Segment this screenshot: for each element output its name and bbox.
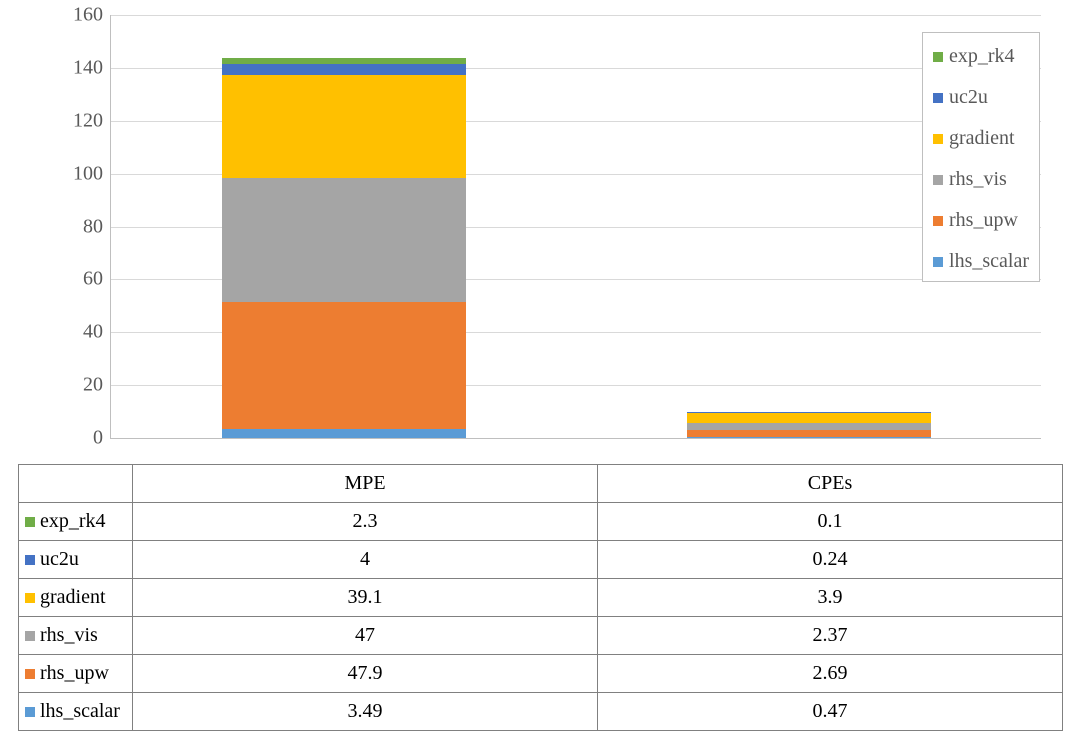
table-cell: 0.47	[598, 693, 1063, 731]
table-row: gradient 39.13.9	[19, 579, 1063, 617]
table-cell: 0.1	[598, 503, 1063, 541]
gridline	[111, 15, 1041, 16]
chart-container: 020406080100120140160 exp_rk4uc2ugradien…	[0, 0, 1080, 642]
row-header-label: gradient	[40, 586, 106, 609]
table-row: rhs_upw 47.92.69	[19, 655, 1063, 693]
row-header-exp_rk4: exp_rk4	[19, 503, 133, 541]
table-cell: 0.24	[598, 541, 1063, 579]
table-row: exp_rk4 2.30.1	[19, 503, 1063, 541]
table-cell: 47.9	[133, 655, 598, 693]
legend-swatch-icon	[933, 216, 943, 226]
legend-swatch-icon	[933, 175, 943, 185]
row-swatch-icon	[25, 593, 35, 603]
row-header-lhs_scalar: lhs_scalar	[19, 693, 133, 731]
table-row: lhs_scalar 3.490.47	[19, 693, 1063, 731]
y-tick-label: 80	[83, 215, 111, 238]
bar-MPE	[222, 58, 466, 438]
y-tick-label: 0	[93, 427, 111, 450]
bar-segment-lhs_scalar	[687, 437, 931, 438]
row-swatch-icon	[25, 517, 35, 527]
legend-label: uc2u	[949, 86, 988, 109]
y-tick-label: 100	[73, 162, 111, 185]
y-tick-label: 40	[83, 321, 111, 344]
table-header-row: MPECPEs	[19, 465, 1063, 503]
row-header-label: exp_rk4	[40, 510, 106, 533]
table-cell: 2.3	[133, 503, 598, 541]
table-cell: 4	[133, 541, 598, 579]
legend-label: rhs_vis	[949, 168, 1007, 191]
table-cell: 39.1	[133, 579, 598, 617]
bar-segment-rhs_upw	[222, 302, 466, 429]
bar-segment-gradient	[222, 75, 466, 178]
legend-label: lhs_scalar	[949, 250, 1029, 273]
y-tick-label: 140	[73, 56, 111, 79]
legend-item-uc2u: uc2u	[933, 86, 1029, 109]
y-tick-label: 160	[73, 4, 111, 27]
legend-swatch-icon	[933, 52, 943, 62]
legend-swatch-icon	[933, 93, 943, 103]
bar-segment-lhs_scalar	[222, 429, 466, 438]
bar-segment-gradient	[687, 413, 931, 423]
legend-item-rhs_vis: rhs_vis	[933, 168, 1029, 191]
row-swatch-icon	[25, 707, 35, 717]
row-header-gradient: gradient	[19, 579, 133, 617]
legend-label: gradient	[949, 127, 1015, 150]
legend-item-lhs_scalar: lhs_scalar	[933, 250, 1029, 273]
y-tick-label: 20	[83, 374, 111, 397]
table-cell: 3.9	[598, 579, 1063, 617]
table-cell: 47	[133, 617, 598, 655]
table-header-cell: CPEs	[598, 465, 1063, 503]
legend: exp_rk4 uc2u gradient rhs_vis rhs_upw lhs_sca…	[922, 32, 1040, 282]
table-cell: 2.69	[598, 655, 1063, 693]
legend-item-gradient: gradient	[933, 127, 1029, 150]
table-corner-cell	[19, 465, 133, 503]
table-header-cell: MPE	[133, 465, 598, 503]
row-header-uc2u: uc2u	[19, 541, 133, 579]
row-swatch-icon	[25, 555, 35, 565]
legend-swatch-icon	[933, 134, 943, 144]
row-header-rhs_upw: rhs_upw	[19, 655, 133, 693]
y-tick-label: 120	[73, 109, 111, 132]
row-header-label: uc2u	[40, 548, 79, 571]
table-row: rhs_vis 472.37	[19, 617, 1063, 655]
row-swatch-icon	[25, 631, 35, 641]
legend-label: rhs_upw	[949, 209, 1018, 232]
plot-area: 020406080100120140160	[110, 15, 1041, 439]
data-table: MPECPEs exp_rk4 2.30.1 uc2u 40.24 gradient 39.…	[18, 464, 1063, 731]
row-header-rhs_vis: rhs_vis	[19, 617, 133, 655]
table-cell: 3.49	[133, 693, 598, 731]
y-tick-label: 60	[83, 268, 111, 291]
table-row: uc2u 40.24	[19, 541, 1063, 579]
legend-swatch-icon	[933, 257, 943, 267]
legend-item-exp_rk4: exp_rk4	[933, 45, 1029, 68]
bar-CPEs	[687, 412, 931, 438]
row-header-label: lhs_scalar	[40, 700, 120, 723]
row-header-label: rhs_upw	[40, 662, 109, 685]
table-cell: 2.37	[598, 617, 1063, 655]
legend-label: exp_rk4	[949, 45, 1015, 68]
legend-item-rhs_upw: rhs_upw	[933, 209, 1029, 232]
bar-segment-rhs_vis	[222, 178, 466, 302]
bar-segment-uc2u	[222, 64, 466, 75]
bar-segment-rhs_upw	[687, 430, 931, 437]
row-swatch-icon	[25, 669, 35, 679]
row-header-label: rhs_vis	[40, 624, 98, 647]
